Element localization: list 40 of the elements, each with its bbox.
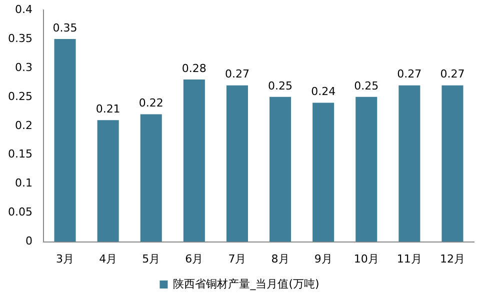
x-tick-label: 6月	[185, 252, 204, 266]
x-tick-label: 11月	[396, 252, 422, 266]
y-tick-label: 0.25	[8, 90, 32, 103]
y-tick-label: 0.3	[14, 60, 32, 74]
y-tick-label: 0.4	[14, 2, 32, 16]
data-label: 0.35	[52, 21, 78, 34]
data-label: 0.22	[138, 96, 164, 110]
y-tick-label: 0.1	[14, 176, 32, 190]
bar	[183, 80, 205, 242]
bar	[312, 102, 334, 242]
y-tick-label: 0	[25, 234, 32, 248]
bar	[140, 114, 162, 242]
bar	[398, 85, 420, 242]
x-tick-label: 4月	[99, 252, 118, 266]
data-label: 0.27	[224, 68, 250, 81]
y-tick-label: 0.05	[8, 206, 32, 219]
data-label: 0.28	[182, 62, 206, 75]
legend-label: 陕西省铜材产量_当月值(万吨)	[173, 277, 320, 290]
data-label: 0.27	[397, 68, 422, 81]
data-label: 0.25	[354, 79, 379, 92]
x-tick-label: 7月	[228, 252, 246, 266]
y-tick-label: 0.2	[14, 118, 32, 132]
x-tick-label: 3月	[56, 252, 74, 266]
data-label: 0.21	[96, 102, 120, 116]
bar	[442, 85, 464, 242]
x-tick-label: 12月	[440, 252, 465, 266]
data-label: 0.25	[268, 79, 293, 92]
bar	[270, 96, 292, 242]
bar	[97, 120, 119, 242]
data-label: 0.27	[440, 68, 465, 81]
y-tick-label: 0.15	[8, 148, 32, 161]
data-label: 0.24	[311, 85, 336, 98]
bar	[226, 85, 248, 242]
x-tick-label: 9月	[314, 252, 332, 266]
x-tick-label: 10月	[354, 252, 379, 266]
x-tick-label: 5月	[142, 252, 160, 266]
x-tick-label: 8月	[271, 252, 290, 266]
y-tick-label: 0.35	[8, 32, 32, 45]
bar	[356, 96, 378, 242]
bar	[54, 38, 76, 242]
